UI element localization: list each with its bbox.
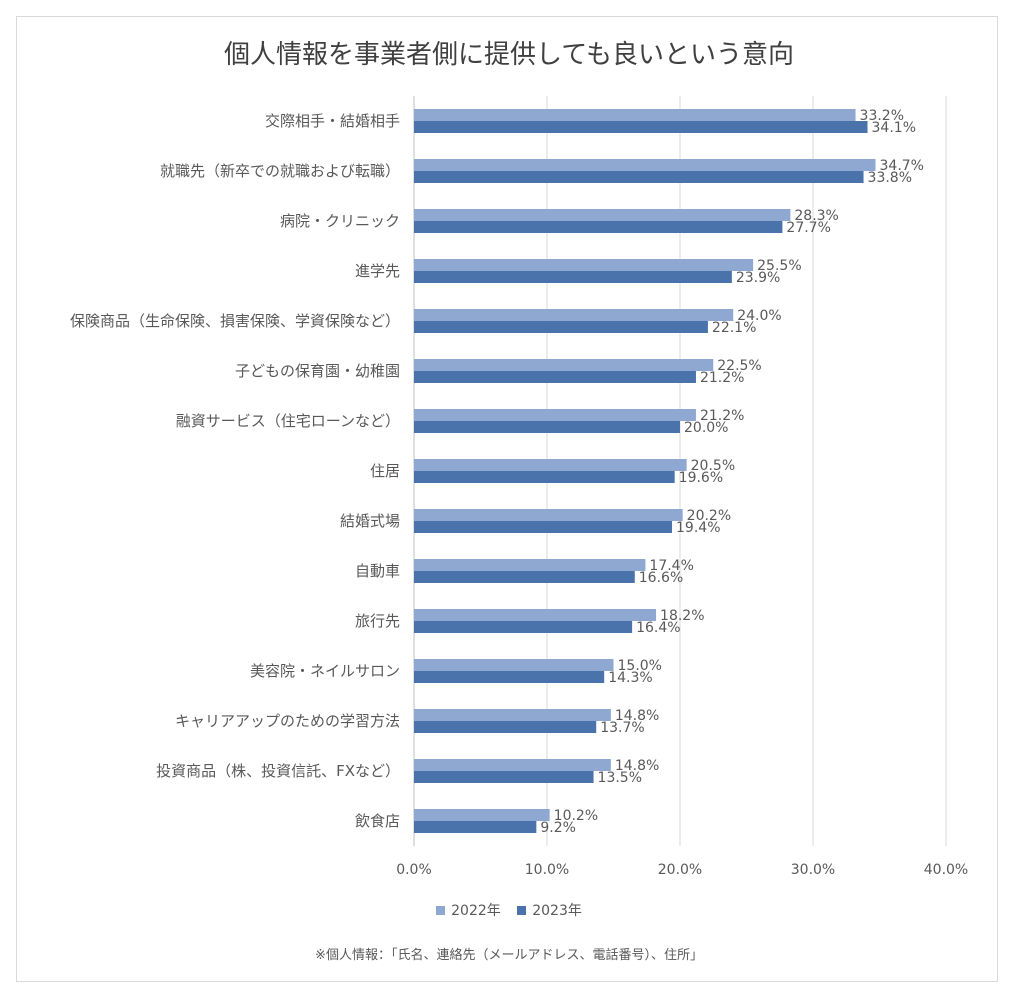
legend-label-2022: 2022年 [451, 903, 501, 919]
data-label-2023-4: 22.1% [712, 320, 756, 336]
data-label-2022-11: 15.0% [618, 658, 662, 674]
chart-title: 個人情報を事業者側に提供しても良いという意向 [224, 40, 794, 70]
bar-2023-11 [414, 671, 605, 683]
data-label-2023-1: 33.8% [868, 170, 912, 186]
bar-2022-14 [414, 809, 550, 821]
data-label-2023-0: 34.1% [872, 120, 916, 136]
data-label-2023-11: 14.3% [608, 670, 652, 686]
data-label-2023-8: 19.4% [676, 520, 720, 536]
legend-swatch-2022 [436, 905, 446, 915]
bar-2023-10 [414, 621, 633, 633]
data-label-2023-5: 21.2% [700, 370, 744, 386]
bar-2023-0 [414, 121, 868, 133]
bar-2023-2 [414, 221, 783, 233]
bar-2022-6 [414, 409, 696, 421]
data-label-2022-13: 14.8% [615, 758, 659, 774]
bar-2023-14 [414, 821, 537, 833]
legend-item-2023: 2023年 [517, 900, 582, 920]
category-label-7: 住居 [370, 462, 400, 480]
bar-2023-7 [414, 471, 675, 483]
data-label-2023-7: 19.6% [679, 470, 723, 486]
category-label-12: キャリアアップのための学習方法 [175, 712, 400, 730]
data-label-2023-9: 16.6% [639, 570, 683, 586]
bar-2022-2 [414, 209, 791, 221]
data-label-2022-3: 25.5% [757, 258, 801, 274]
data-label-2022-12: 14.8% [615, 708, 659, 724]
data-label-2022-5: 22.5% [717, 358, 761, 374]
bar-2022-8 [414, 509, 683, 521]
category-label-3: 進学先 [355, 262, 400, 280]
data-label-2022-14: 10.2% [554, 808, 598, 824]
bar-2023-1 [414, 171, 864, 183]
data-label-2022-10: 18.2% [660, 608, 704, 624]
data-label-2023-3: 23.9% [736, 270, 780, 286]
category-label-10: 旅行先 [355, 612, 400, 630]
category-label-13: 投資商品（株、投資信託、FXなど） [156, 762, 400, 780]
bar-2022-4 [414, 309, 734, 321]
bar-2022-3 [414, 259, 754, 271]
data-label-2022-1: 34.7% [880, 158, 924, 174]
data-label-2023-10: 16.4% [636, 620, 680, 636]
bar-2022-9 [414, 559, 646, 571]
category-label-9: 自動車 [355, 562, 400, 580]
bar-2022-12 [414, 709, 611, 721]
category-label-6: 融資サービス（住宅ローンなど） [176, 412, 400, 430]
legend-label-2023: 2023年 [532, 903, 582, 919]
x-tick-label-3: 30.0% [791, 862, 835, 878]
data-label-2022-6: 21.2% [700, 408, 744, 424]
data-label-2022-9: 17.4% [649, 558, 693, 574]
bar-2022-10 [414, 609, 657, 621]
bar-2023-8 [414, 521, 673, 533]
category-label-1: 就職先（新卒での就職および転職） [160, 162, 400, 180]
x-tick-label-2: 20.0% [658, 862, 702, 878]
legend: 2022年 2023年 [0, 900, 1018, 920]
legend-item-2022: 2022年 [436, 900, 501, 920]
bar-2022-7 [414, 459, 687, 471]
data-label-2022-8: 20.2% [687, 508, 731, 524]
x-tick-label-4: 40.0% [924, 862, 968, 878]
category-label-4: 保険商品（生命保険、損害保険、学資保険など） [70, 312, 400, 330]
bar-2023-12 [414, 721, 597, 733]
x-tick-label-0: 0.0% [396, 862, 432, 878]
bar-2023-13 [414, 771, 594, 783]
bar-2023-9 [414, 571, 635, 583]
data-label-2023-6: 20.0% [684, 420, 728, 436]
x-tick-label-1: 10.0% [525, 862, 569, 878]
bar-2022-11 [414, 659, 614, 671]
category-label-11: 美容院・ネイルサロン [250, 662, 400, 680]
bar-2022-1 [414, 159, 876, 171]
data-label-2022-4: 24.0% [737, 308, 781, 324]
data-label-2022-0: 33.2% [860, 108, 904, 124]
bar-2022-13 [414, 759, 611, 771]
category-label-14: 飲食店 [355, 812, 400, 830]
category-label-0: 交際相手・結婚相手 [265, 112, 400, 130]
data-label-2022-7: 20.5% [691, 458, 735, 474]
bar-2023-5 [414, 371, 696, 383]
bar-2023-6 [414, 421, 680, 433]
bar-2023-4 [414, 321, 708, 333]
data-label-2023-12: 13.7% [600, 720, 644, 736]
bar-2023-3 [414, 271, 732, 283]
legend-swatch-2023 [517, 905, 527, 915]
category-label-8: 結婚式場 [340, 512, 400, 530]
category-label-2: 病院・クリニック [280, 212, 400, 230]
data-label-2023-13: 13.5% [598, 770, 642, 786]
data-label-2023-2: 27.7% [786, 220, 830, 236]
data-label-2023-14: 9.2% [540, 820, 576, 836]
category-label-5: 子どもの保育園・幼稚園 [235, 362, 400, 380]
bar-2022-0 [414, 109, 856, 121]
footnote: ※個人情報：「氏名、連絡先（メールアドレス、電話番号）、住所」 [315, 948, 703, 963]
data-label-2022-2: 28.3% [794, 208, 838, 224]
bar-2022-5 [414, 359, 714, 371]
